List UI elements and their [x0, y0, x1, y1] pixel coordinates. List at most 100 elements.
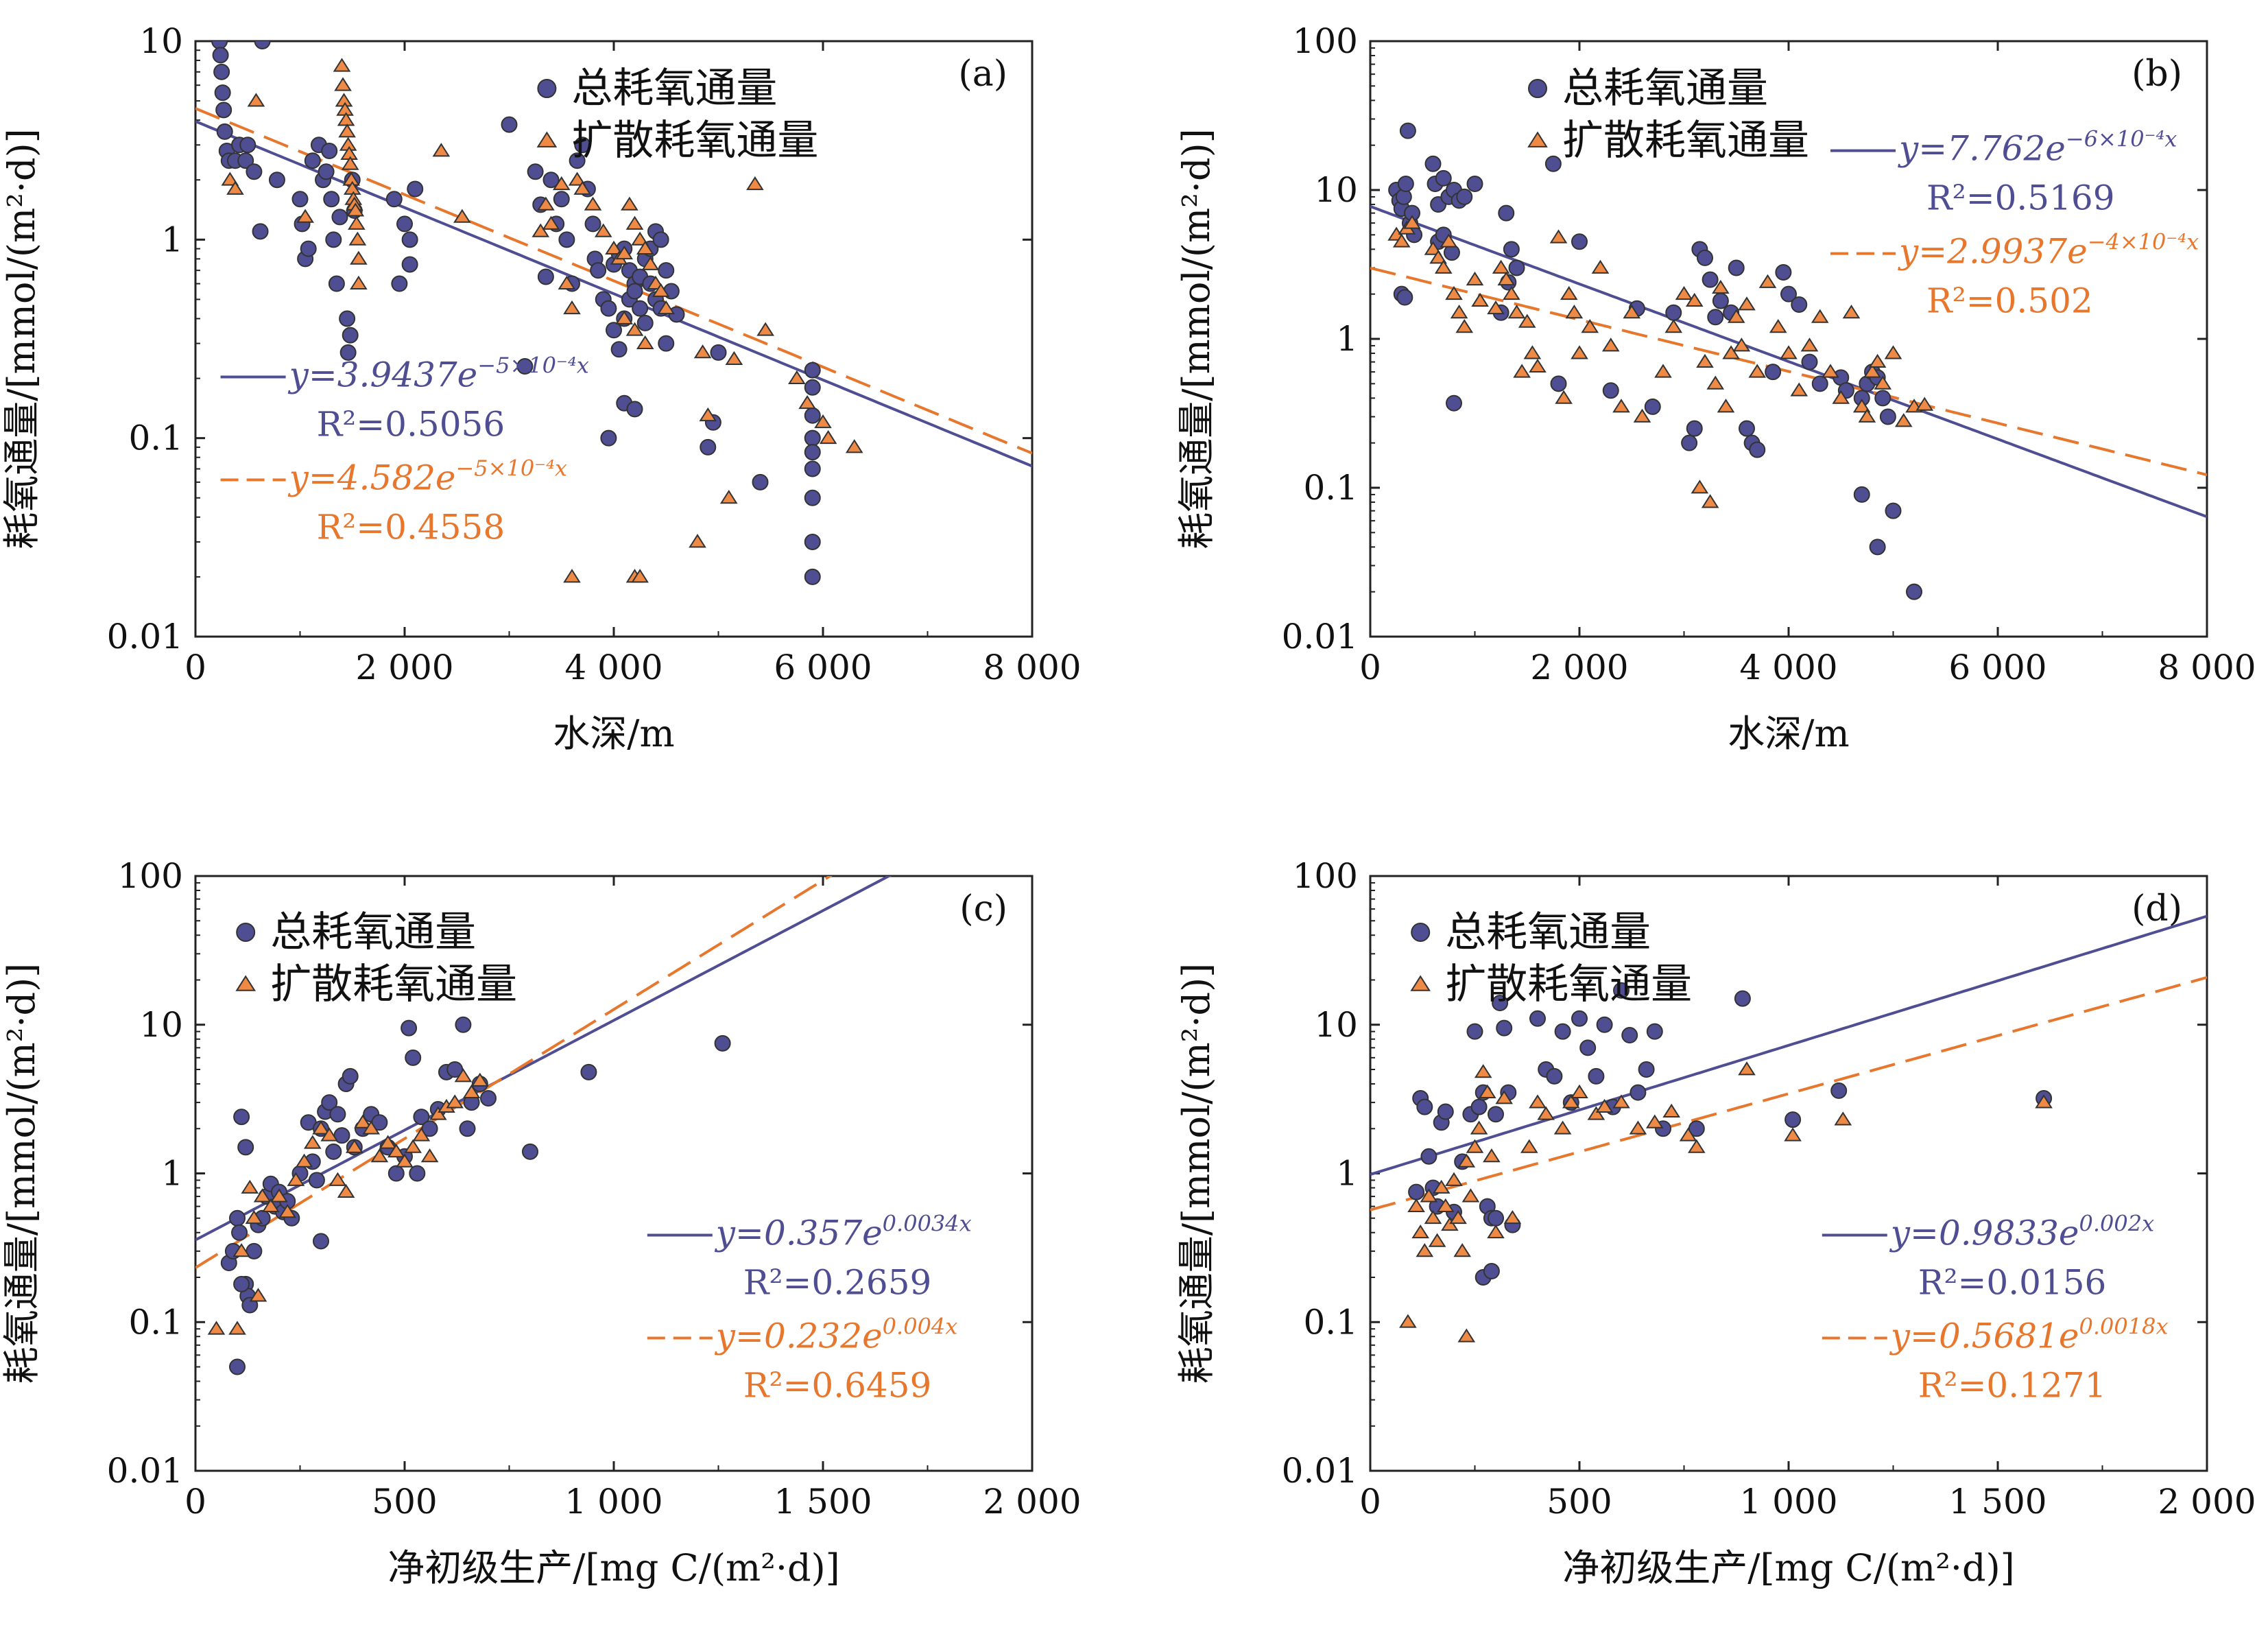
data-point-total: [1869, 539, 1886, 556]
legend-label-total: 总耗氧通量: [1445, 908, 1651, 956]
data-point-diffusive: [1555, 390, 1573, 404]
data-point-total: [237, 1139, 254, 1156]
data-point-diffusive: [689, 534, 706, 548]
y-tick-label: 100: [1293, 856, 1358, 896]
data-point-diffusive: [1424, 1209, 1442, 1225]
data-point-diffusive: [2035, 1094, 2053, 1109]
data-point-total: [212, 47, 229, 64]
data-point-total: [610, 341, 628, 358]
data-point-total: [1749, 441, 1766, 458]
panel-label: (c): [959, 888, 1007, 930]
x-tick-label: 8 000: [983, 648, 1081, 687]
data-point-diffusive: [1537, 1106, 1555, 1120]
data-point-total: [480, 1090, 497, 1107]
data-point-diffusive: [396, 1153, 414, 1168]
data-point-total: [1702, 271, 1719, 288]
y-tick-label: 0.01: [107, 1451, 183, 1491]
data-point-diffusive: [1675, 285, 1693, 300]
data-point-diffusive: [693, 344, 712, 359]
data-point-total: [1508, 259, 1525, 276]
y-tick-label: 1: [1336, 1154, 1358, 1194]
legend-marker-diffusive: [235, 975, 256, 991]
data-point-diffusive: [320, 1127, 339, 1142]
data-point-diffusive: [1428, 1233, 1446, 1247]
data-point-diffusive: [631, 569, 649, 583]
panel-a: 0 2 000 4 000 6 000 8 000 0.01 0.1 1 10 水深/m 耗氧通量/…: [0, 21, 1082, 755]
data-point-total: [1734, 990, 1751, 1007]
fit-line-diffusive: [195, 107, 1032, 455]
data-point-diffusive: [1436, 1198, 1455, 1213]
legend-marker-total: [236, 923, 256, 943]
x-tick-label: 1 500: [774, 1482, 872, 1522]
data-point-total: [325, 231, 342, 248]
y-axis-label: 耗氧通量/[mmol/(m²·d)]: [0, 963, 43, 1384]
data-point-diffusive: [615, 310, 634, 324]
y-tick-label: 0.1: [128, 1302, 183, 1342]
data-point-total: [387, 1165, 405, 1182]
data-point-total: [1420, 1148, 1437, 1165]
data-point-total: [658, 335, 675, 352]
data-point-diffusive: [270, 1188, 288, 1203]
data-point-diffusive: [1495, 1090, 1514, 1104]
data-point-total: [1739, 420, 1755, 437]
data-point-total: [291, 191, 309, 208]
y-tick-label: 100: [118, 856, 183, 896]
data-point-diffusive: [1523, 345, 1542, 359]
y-tick-label: 100: [1293, 21, 1358, 61]
data-point-total: [1492, 995, 1509, 1012]
data-point-diffusive: [432, 143, 451, 157]
data-point-diffusive: [1571, 345, 1588, 359]
data-point-diffusive: [338, 123, 356, 138]
legend-label-diffusive: 扩散耗氧通量: [1445, 960, 1692, 1008]
data-point-diffusive: [1474, 1064, 1492, 1078]
data-point-total: [1712, 292, 1729, 309]
data-point-total: [522, 1143, 538, 1160]
data-point-diffusive: [420, 1148, 439, 1163]
fit-equation-diffusive: y=4.582e−5×10⁻⁴x: [288, 455, 567, 497]
data-point-diffusive: [1571, 1084, 1588, 1098]
data-point-diffusive: [1581, 319, 1599, 333]
data-point-diffusive: [453, 209, 471, 223]
data-point-total: [231, 1224, 248, 1241]
data-point-total: [1879, 408, 1896, 425]
data-point-total: [254, 41, 271, 49]
data-point-diffusive: [412, 1127, 431, 1142]
data-point-diffusive: [429, 1106, 447, 1120]
data-point-diffusive: [1420, 1188, 1438, 1203]
data-point-total: [590, 262, 607, 279]
data-point-total: [1554, 1023, 1571, 1040]
data-point-total: [239, 137, 256, 154]
data-point-total: [1613, 982, 1630, 999]
fit-r2-total: R²=0.0156: [1918, 1263, 2107, 1303]
data-point-diffusive: [1915, 397, 1934, 411]
data-point-diffusive: [1780, 345, 1798, 359]
data-point-total: [321, 1094, 338, 1111]
data-point-total: [804, 460, 821, 477]
data-point-diffusive: [1874, 375, 1892, 390]
data-point-total: [313, 1233, 329, 1250]
data-point-total: [700, 438, 717, 456]
fit-line-total: [1370, 914, 2207, 1176]
data-point-diffusive: [1727, 309, 1745, 323]
data-point-total: [215, 102, 232, 119]
x-tick-label: 4 000: [564, 648, 663, 687]
data-point-diffusive: [354, 1114, 372, 1128]
data-point-diffusive: [1811, 309, 1829, 323]
data-point-diffusive: [1457, 1328, 1476, 1343]
data-point-diffusive: [1601, 338, 1620, 352]
data-point-diffusive: [1392, 233, 1411, 248]
data-point-diffusive: [232, 1243, 250, 1257]
data-point-total: [1588, 1067, 1605, 1085]
data-point-total: [501, 116, 518, 133]
data-point-diffusive: [247, 93, 265, 107]
fit-r2-diffusive: R²=0.4558: [317, 507, 505, 547]
data-point-diffusive: [329, 1172, 347, 1186]
data-point-diffusive: [1587, 1106, 1605, 1120]
data-point-total: [804, 568, 821, 585]
data-point-diffusive: [1470, 1120, 1488, 1135]
data-point-total: [1775, 263, 1792, 281]
data-point-diffusive: [1654, 364, 1672, 378]
data-point-diffusive: [1732, 338, 1751, 352]
data-point-diffusive: [1411, 1224, 1430, 1239]
data-point-diffusive: [296, 209, 314, 223]
